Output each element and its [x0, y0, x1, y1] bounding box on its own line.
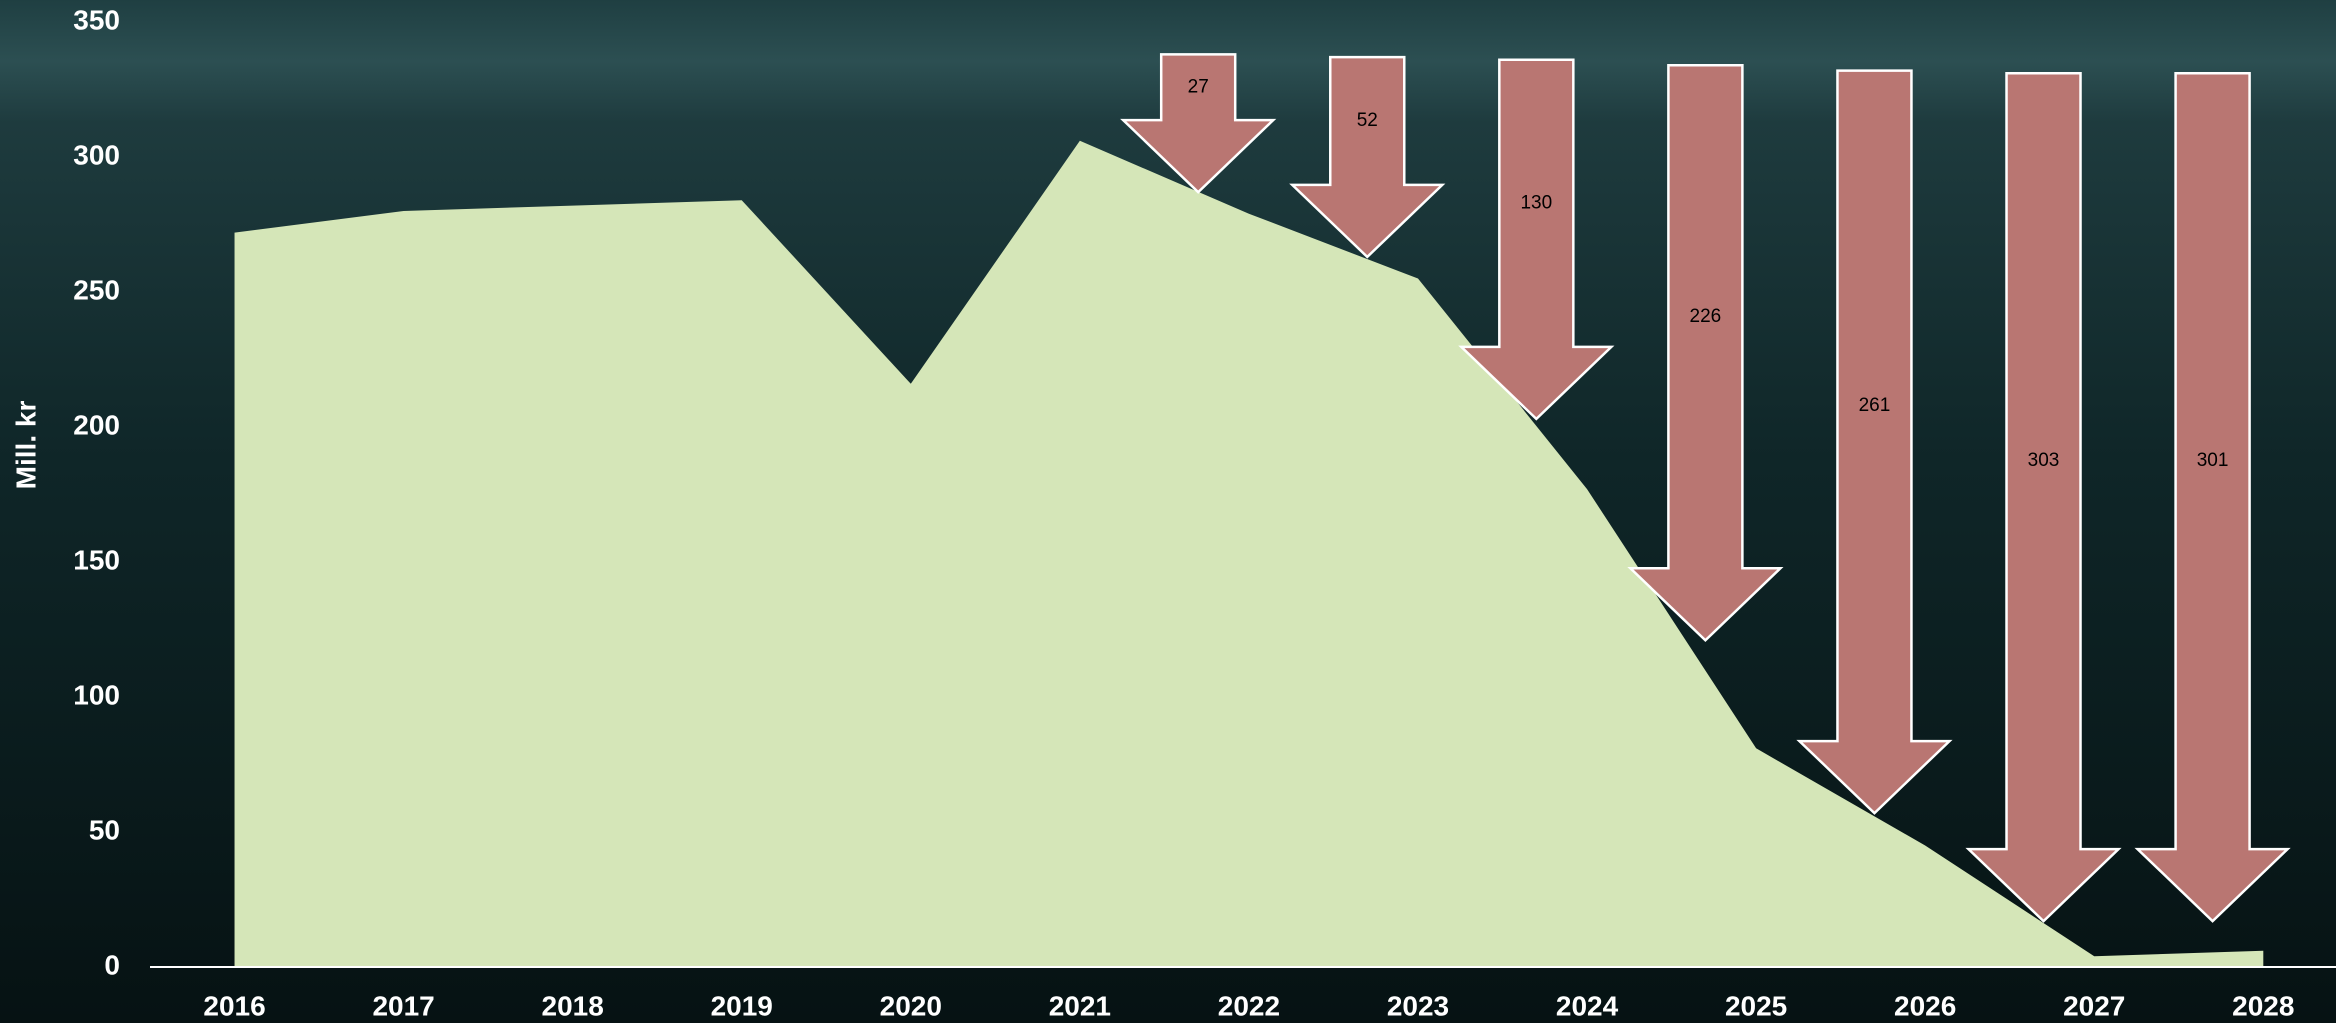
y-tick-label: 300: [73, 139, 120, 170]
x-tick-label: 2020: [880, 990, 942, 1021]
x-tick-label: 2023: [1387, 990, 1449, 1021]
arrow-label: 27: [1188, 76, 1209, 97]
y-tick-label: 100: [73, 679, 120, 710]
arrow-label: 52: [1357, 110, 1378, 131]
x-tick-label: 2017: [372, 990, 434, 1021]
x-tick-label: 2026: [1894, 990, 1956, 1021]
arrow-label: 226: [1690, 306, 1722, 327]
arrow-label: 261: [1859, 395, 1891, 416]
area: [234, 140, 2264, 968]
x-tick-label: 2021: [1049, 990, 1111, 1021]
arrow-label: 301: [2197, 450, 2229, 471]
x-tick-label: 2022: [1218, 990, 1280, 1021]
arrow: [1965, 72, 2122, 923]
y-tick-label: 0: [104, 949, 120, 980]
arrow: [2134, 72, 2291, 923]
y-axis-label: Mill. kr: [10, 401, 41, 490]
arrow: [1796, 69, 1953, 815]
arrow-label: 303: [2028, 450, 2060, 471]
y-tick-label: 350: [73, 4, 120, 35]
x-tick-label: 2028: [2232, 990, 2294, 1021]
y-tick-label: 150: [73, 544, 120, 575]
arrow: [1627, 63, 1784, 643]
x-tick-label: 2027: [2063, 990, 2125, 1021]
arrow: [1458, 58, 1615, 421]
x-tick-label: 2024: [1556, 990, 1619, 1021]
arrow: [1120, 53, 1277, 194]
arrow: [1289, 55, 1446, 259]
y-tick-label: 200: [73, 409, 120, 440]
arrow-label: 130: [1520, 192, 1552, 213]
x-tick-label: 2018: [542, 990, 604, 1021]
x-tick-label: 2016: [203, 990, 265, 1021]
x-tick-label: 2019: [711, 990, 773, 1021]
x-tick-label: 2025: [1725, 990, 1787, 1021]
y-tick-label: 50: [89, 814, 120, 845]
y-tick-label: 250: [73, 274, 120, 305]
